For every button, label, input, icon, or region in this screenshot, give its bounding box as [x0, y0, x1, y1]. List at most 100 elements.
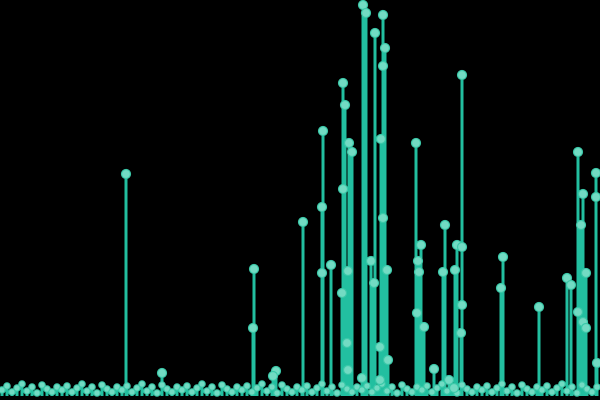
data-point-marker	[448, 382, 460, 394]
data-point-marker	[393, 389, 401, 397]
data-point-marker	[342, 364, 354, 376]
data-point-marker	[580, 322, 592, 334]
peak-stems	[124, 5, 599, 396]
data-point-marker	[428, 388, 436, 396]
data-point-marker	[513, 389, 521, 397]
data-point-marker	[575, 219, 587, 231]
data-point-marker	[156, 367, 168, 379]
data-point-marker	[495, 282, 507, 294]
data-point-marker	[377, 60, 389, 72]
data-point-marker	[208, 383, 216, 391]
data-point-marker	[316, 201, 328, 213]
data-point-marker	[297, 216, 309, 228]
data-point-marker	[337, 183, 349, 195]
data-point-marker	[98, 381, 106, 389]
data-point-marker	[375, 133, 387, 145]
data-point-marker	[418, 386, 426, 394]
data-point-marker	[213, 389, 221, 397]
data-point-marker	[143, 387, 151, 395]
data-point-marker	[263, 387, 271, 395]
data-point-marker	[88, 383, 96, 391]
data-point-marker	[342, 265, 354, 277]
data-point-marker	[413, 266, 425, 278]
data-point-marker	[73, 384, 81, 392]
data-point-marker	[580, 267, 592, 279]
data-point-marker	[267, 370, 279, 382]
data-point-marker	[83, 387, 91, 395]
data-point-marker	[563, 387, 571, 395]
data-point-marker	[108, 388, 116, 396]
data-point-marker	[410, 137, 422, 149]
data-point-marker	[455, 327, 467, 339]
data-point-marker	[488, 388, 496, 396]
data-point-marker	[449, 264, 461, 276]
data-point-marker	[508, 383, 516, 391]
data-point-marker	[398, 381, 406, 389]
data-point-marker	[591, 357, 600, 369]
data-point-marker	[437, 266, 449, 278]
data-point-marker	[268, 383, 276, 391]
data-point-marker	[168, 388, 176, 396]
data-point-marker	[28, 383, 36, 391]
data-point-marker	[203, 387, 211, 395]
data-point-marker	[198, 380, 206, 388]
data-point-marker	[456, 299, 468, 311]
data-point-marker	[373, 384, 381, 392]
data-point-marker	[128, 388, 136, 396]
data-point-marker	[577, 188, 589, 200]
data-point-marker	[316, 267, 328, 279]
data-point-marker	[369, 27, 381, 39]
data-point-marker	[590, 167, 600, 179]
data-point-marker	[336, 287, 348, 299]
data-point-marker	[572, 306, 584, 318]
data-point-marker	[478, 386, 486, 394]
data-point-marker	[383, 387, 391, 395]
data-point-marker	[158, 381, 166, 389]
data-point-marker	[338, 381, 346, 389]
data-point-marker	[377, 9, 389, 21]
data-point-marker	[423, 382, 431, 390]
data-point-marker	[68, 388, 76, 396]
data-point-marker	[148, 383, 156, 391]
data-point-marker	[153, 389, 161, 397]
data-point-marker	[273, 389, 281, 397]
data-point-marker	[439, 219, 451, 231]
data-point-marker	[339, 99, 351, 111]
data-point-marker	[358, 386, 366, 394]
data-point-marker	[247, 322, 259, 334]
data-point-marker	[374, 341, 386, 353]
data-point-marker	[183, 382, 191, 390]
data-point-marker	[456, 69, 468, 81]
data-point-marker	[178, 386, 186, 394]
data-point-marker	[360, 7, 372, 19]
data-point-marker	[346, 146, 358, 158]
data-point-marker	[503, 387, 511, 395]
data-point-marker	[238, 386, 246, 394]
data-point-marker	[333, 389, 341, 397]
data-point-marker	[418, 321, 430, 333]
data-point-marker	[381, 264, 393, 276]
data-point-marker	[356, 372, 368, 384]
data-point-marker	[188, 388, 196, 396]
data-point-marker	[568, 383, 576, 391]
data-point-marker	[468, 388, 476, 396]
data-point-marker	[382, 354, 394, 366]
data-point-marker	[8, 388, 16, 396]
data-point-marker	[533, 301, 545, 313]
data-point-marker	[193, 384, 201, 392]
data-point-marker	[543, 382, 551, 390]
data-point-marker	[138, 380, 146, 388]
data-point-marker	[377, 212, 389, 224]
data-point-marker	[325, 259, 337, 271]
data-point-marker	[456, 241, 468, 253]
data-point-marker	[317, 125, 329, 137]
data-point-marker	[341, 337, 353, 349]
data-point-marker	[288, 388, 296, 396]
data-point-marker	[78, 380, 86, 388]
data-point-marker	[458, 381, 466, 389]
data-point-marker	[368, 388, 376, 396]
data-point-marker	[248, 388, 256, 396]
data-point-marker	[578, 381, 586, 389]
data-point-marker	[133, 384, 141, 392]
